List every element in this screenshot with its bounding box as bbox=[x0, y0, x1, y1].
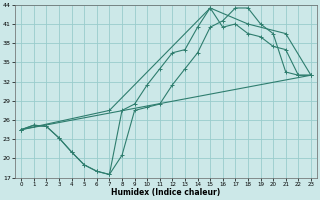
X-axis label: Humidex (Indice chaleur): Humidex (Indice chaleur) bbox=[111, 188, 221, 197]
